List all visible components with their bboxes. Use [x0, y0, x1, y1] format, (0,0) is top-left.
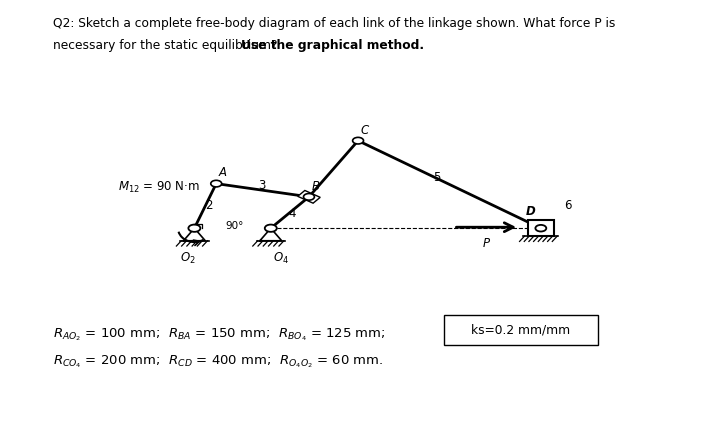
- Circle shape: [189, 224, 201, 232]
- Text: 3: 3: [258, 179, 265, 192]
- Text: C: C: [360, 124, 368, 137]
- Text: 2: 2: [206, 199, 213, 211]
- Text: B: B: [312, 180, 320, 193]
- Text: necessary for the static equilibrium?: necessary for the static equilibrium?: [53, 39, 281, 51]
- Text: Q2: Sketch a complete free-body diagram of each link of the linkage shown. What : Q2: Sketch a complete free-body diagram …: [53, 17, 615, 30]
- Text: Use the graphical method.: Use the graphical method.: [241, 39, 425, 51]
- Text: 4: 4: [289, 207, 296, 220]
- Text: $O_2$: $O_2$: [180, 251, 196, 266]
- Text: 90°: 90°: [225, 221, 244, 231]
- Text: A: A: [218, 166, 227, 179]
- Circle shape: [265, 224, 277, 232]
- Bar: [298, 190, 320, 203]
- Text: $M_{12}$ = 90 N·m: $M_{12}$ = 90 N·m: [118, 180, 200, 195]
- Text: ks=0.2 mm/mm: ks=0.2 mm/mm: [472, 324, 570, 337]
- Bar: [528, 220, 554, 236]
- Text: $R_{AO_2}$ = 100 mm;  $R_{BA}$ = 150 mm;  $R_{BO_4}$ = 125 mm;: $R_{AO_2}$ = 100 mm; $R_{BA}$ = 150 mm; …: [53, 326, 385, 343]
- Text: $R_{CO_4}$ = 200 mm;  $R_{CD}$ = 400 mm;  $R_{O_4O_2}$ = 60 mm.: $R_{CO_4}$ = 200 mm; $R_{CD}$ = 400 mm; …: [53, 354, 383, 371]
- Text: $O_4$: $O_4$: [272, 251, 289, 266]
- Circle shape: [303, 193, 315, 200]
- Circle shape: [210, 180, 222, 187]
- Circle shape: [535, 225, 546, 232]
- Text: 5: 5: [434, 172, 441, 184]
- Text: D: D: [526, 205, 535, 218]
- Text: P: P: [483, 237, 490, 250]
- Text: 6: 6: [565, 199, 572, 211]
- Circle shape: [353, 137, 363, 144]
